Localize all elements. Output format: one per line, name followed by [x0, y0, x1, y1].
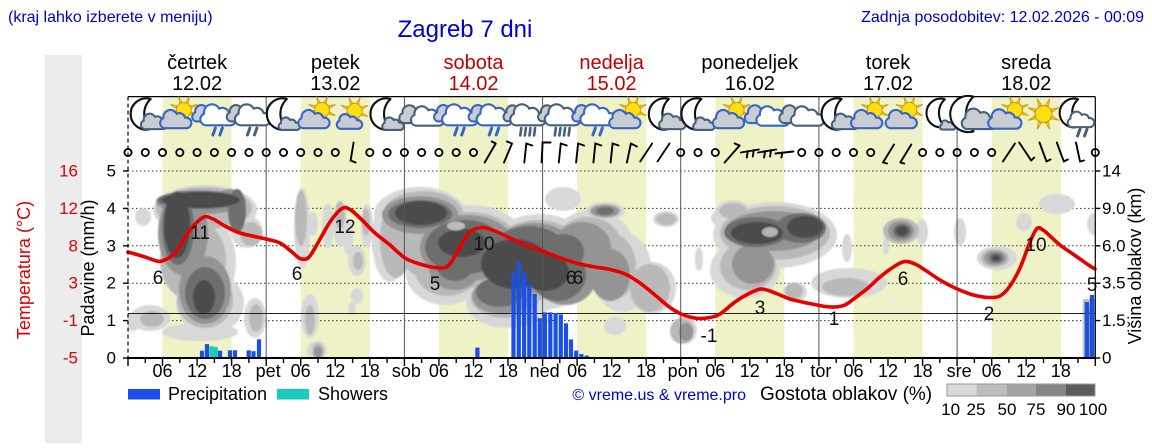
svg-text:12: 12	[59, 199, 78, 218]
svg-text:3: 3	[755, 298, 766, 319]
svg-text:pet: pet	[256, 361, 281, 381]
svg-text:50: 50	[998, 400, 1017, 419]
svg-text:-1: -1	[63, 311, 78, 330]
svg-text:14.02: 14.02	[448, 73, 498, 95]
svg-text:Temperatura (°C): Temperatura (°C)	[14, 201, 34, 339]
svg-text:6.0: 6.0	[1102, 236, 1126, 255]
svg-text:2: 2	[107, 274, 116, 293]
svg-text:5: 5	[1087, 275, 1098, 296]
svg-text:06: 06	[843, 361, 863, 381]
svg-text:1.5: 1.5	[1102, 311, 1126, 330]
svg-text:4: 4	[107, 199, 116, 218]
svg-text:13.02: 13.02	[310, 73, 360, 95]
svg-text:Zagreb 7 dni: Zagreb 7 dni	[398, 16, 533, 43]
svg-text:18: 18	[222, 361, 242, 381]
svg-text:-5: -5	[63, 349, 78, 368]
svg-text:6: 6	[292, 264, 303, 285]
svg-text:17.02: 17.02	[863, 73, 913, 95]
svg-text:sobota: sobota	[443, 52, 504, 74]
svg-text:6: 6	[153, 268, 164, 289]
svg-text:ned: ned	[530, 361, 560, 381]
svg-text:6: 6	[898, 269, 909, 290]
svg-text:06: 06	[705, 361, 725, 381]
svg-text:petek: petek	[311, 52, 361, 74]
svg-text:3: 3	[69, 274, 78, 293]
svg-text:pon: pon	[668, 361, 698, 381]
svg-text:18: 18	[774, 361, 794, 381]
svg-text:18: 18	[913, 361, 933, 381]
svg-text:10: 10	[941, 400, 960, 419]
svg-text:Višina oblakov (km): Višina oblakov (km)	[1125, 188, 1145, 345]
svg-text:0: 0	[107, 349, 116, 368]
svg-text:12.02: 12.02	[172, 73, 222, 95]
svg-text:sob: sob	[392, 361, 421, 381]
svg-text:100: 100	[1079, 400, 1107, 419]
svg-text:-1: -1	[701, 326, 718, 347]
svg-text:1: 1	[829, 309, 840, 330]
svg-text:12: 12	[325, 361, 345, 381]
svg-text:15.02: 15.02	[587, 73, 637, 95]
svg-text:18.02: 18.02	[1001, 73, 1051, 95]
svg-text:1: 1	[107, 311, 116, 330]
svg-text:12: 12	[334, 217, 355, 238]
svg-text:06: 06	[567, 361, 587, 381]
svg-text:12: 12	[602, 361, 622, 381]
svg-text:nedelja: nedelja	[579, 52, 644, 74]
svg-text:12: 12	[740, 361, 760, 381]
svg-text:3: 3	[107, 236, 116, 255]
svg-text:11: 11	[190, 223, 210, 244]
svg-text:6: 6	[573, 268, 584, 289]
svg-text:14: 14	[1102, 162, 1121, 181]
svg-text:© vreme.us & vreme.pro: © vreme.us & vreme.pro	[572, 387, 746, 404]
svg-text:Gostota oblakov (%): Gostota oblakov (%)	[760, 384, 932, 405]
svg-text:06: 06	[429, 361, 449, 381]
svg-text:12: 12	[1016, 361, 1036, 381]
svg-text:(kraj lahko izberete v meniju): (kraj lahko izberete v meniju)	[8, 9, 213, 26]
svg-text:06: 06	[291, 361, 311, 381]
svg-text:75: 75	[1027, 400, 1046, 419]
svg-text:25: 25	[967, 400, 986, 419]
svg-text:0: 0	[1102, 349, 1111, 368]
svg-text:06: 06	[152, 361, 172, 381]
svg-text:12: 12	[187, 361, 207, 381]
svg-text:sreda: sreda	[1001, 52, 1052, 74]
svg-text:18: 18	[498, 361, 518, 381]
svg-text:Padavine (mm/h): Padavine (mm/h)	[78, 199, 98, 336]
svg-text:10: 10	[1025, 235, 1046, 256]
svg-text:18: 18	[1051, 361, 1071, 381]
svg-text:sre: sre	[947, 361, 972, 381]
svg-text:8: 8	[69, 236, 78, 255]
svg-text:tor: tor	[810, 361, 831, 381]
svg-text:torek: torek	[866, 52, 911, 74]
svg-text:Zadnja posodobitev: 12.02.2026: Zadnja posodobitev: 12.02.2026 - 00:09	[861, 9, 1144, 26]
svg-text:3.5: 3.5	[1102, 274, 1126, 293]
svg-text:12: 12	[878, 361, 898, 381]
svg-text:četrtek: četrtek	[167, 52, 228, 74]
svg-text:ponedeljek: ponedeljek	[701, 52, 799, 74]
svg-text:16.02: 16.02	[725, 73, 775, 95]
svg-text:16: 16	[59, 162, 78, 181]
svg-text:2: 2	[984, 304, 995, 325]
svg-text:6: 6	[566, 268, 577, 289]
svg-text:18: 18	[360, 361, 380, 381]
svg-text:5: 5	[430, 274, 441, 295]
svg-text:18: 18	[636, 361, 656, 381]
svg-text:10: 10	[473, 234, 494, 255]
svg-text:9.0: 9.0	[1102, 199, 1126, 218]
svg-text:5: 5	[107, 162, 116, 181]
svg-text:12: 12	[463, 361, 483, 381]
svg-text:06: 06	[982, 361, 1002, 381]
svg-text:90: 90	[1057, 400, 1076, 419]
svg-text:Showers: Showers	[318, 384, 388, 404]
svg-text:Precipitation: Precipitation	[168, 384, 267, 404]
